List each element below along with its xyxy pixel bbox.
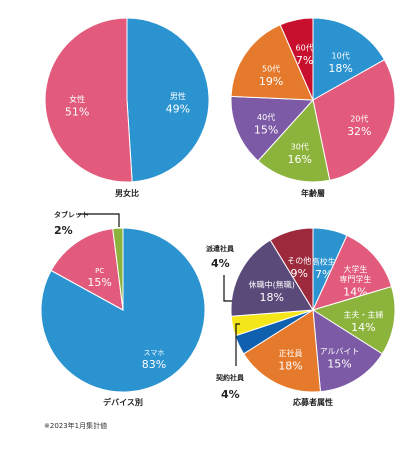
external-slice-value: 2% — [54, 224, 73, 237]
pie-slice — [269, 227, 314, 312]
slice-label: スマホ 83% — [142, 349, 166, 371]
pie-slice — [312, 59, 396, 181]
external-slice-label: 派遣社員 — [206, 244, 235, 253]
external-slice-label: 契約社員 — [215, 373, 245, 382]
slice-label: その他 9% — [287, 256, 311, 281]
external-slice-label: タブレット — [54, 210, 89, 219]
slice-label: 10代 18% — [328, 51, 352, 76]
slice-label: 正社員 18% — [278, 348, 302, 373]
slice-label: 休職中(無職) 18% — [249, 279, 295, 304]
external-slice-value: 4% — [211, 257, 230, 270]
chart-title: 年齢層 — [301, 188, 325, 198]
pie-chart-2: 10代 18% 20代 32% 30代 16% 40代 15% 50代 19% 60代 7% 年齢層 — [230, 17, 396, 198]
pie-slice — [312, 309, 383, 393]
slice-label: 50代 19% — [259, 64, 283, 89]
leader-line — [223, 275, 232, 302]
leader-line — [235, 323, 240, 366]
pie-slice — [230, 24, 314, 101]
pie-chart-4: 高校生 7% 大学生専門学生 14%主夫・主婦 14%アルバイト 15%正社員 18%休職中… — [230, 227, 396, 407]
footnote: ※2023年1月集計値 — [44, 422, 108, 430]
pie-slice — [257, 98, 331, 183]
slice-label: アルバイト 15% — [320, 347, 360, 371]
slice-label: 主夫・主婦 14% — [343, 309, 383, 334]
pie-slice — [279, 17, 314, 101]
pie-slice — [230, 239, 314, 317]
slice-label: 20代 32% — [347, 113, 371, 137]
slice-label: PC 15% — [87, 267, 111, 289]
slice-label: 大学生専門学生 14% — [339, 264, 371, 299]
chart-title: 応募者属性 — [293, 397, 333, 407]
pie-slice — [126, 17, 210, 183]
pie-slice — [44, 17, 133, 183]
pie-slice — [112, 227, 124, 311]
chart-title: デバイス別 — [103, 397, 143, 407]
pie-slice — [230, 95, 315, 162]
pie-slice — [243, 309, 322, 393]
slice-label: 40代 15% — [254, 112, 278, 137]
pie-slice — [311, 285, 396, 355]
external-slice-value: 4% — [221, 388, 240, 401]
pie-chart-3: スマホ 83% PC 15% デバイス別 — [40, 227, 206, 407]
slice-label: 男性 49% — [166, 91, 190, 116]
slice-label: 60代 7% — [296, 43, 314, 68]
leader-line — [78, 213, 120, 227]
pie-slice — [312, 234, 393, 311]
slice-label: 30代 16% — [287, 142, 311, 167]
slice-label: 女性 51% — [65, 94, 89, 119]
chart-title: 男女比 — [115, 188, 139, 198]
pie-chart-1: 男性 49% 女性 51% 男女比 — [44, 17, 210, 198]
pie-slice — [312, 17, 386, 101]
pie-slice — [50, 228, 124, 311]
